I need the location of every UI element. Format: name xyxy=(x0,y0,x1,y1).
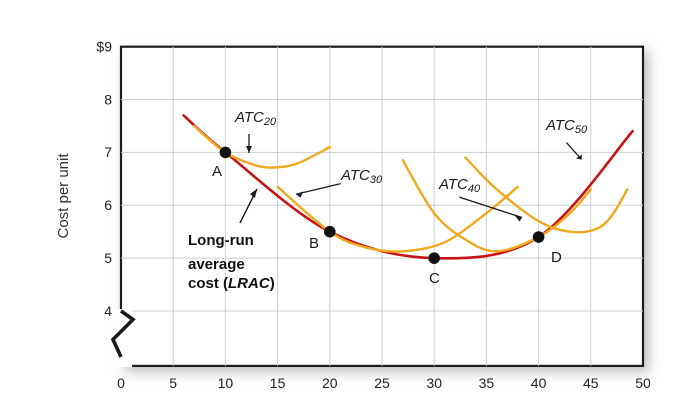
svg-text:B: B xyxy=(309,235,319,252)
svg-text:cost (LRAC): cost (LRAC) xyxy=(188,275,275,292)
svg-text:Long-run: Long-run xyxy=(188,232,254,249)
svg-text:$9: $9 xyxy=(96,39,112,55)
svg-text:8: 8 xyxy=(104,91,112,107)
svg-text:45: 45 xyxy=(583,375,599,391)
svg-text:D: D xyxy=(551,249,562,266)
svg-text:7: 7 xyxy=(104,144,112,160)
svg-text:30: 30 xyxy=(426,375,442,391)
svg-text:6: 6 xyxy=(104,197,112,213)
svg-text:5: 5 xyxy=(169,375,177,391)
svg-text:Cost per unit: Cost per unit xyxy=(55,153,72,239)
svg-text:C: C xyxy=(429,270,440,287)
svg-text:A: A xyxy=(212,163,222,180)
svg-text:5: 5 xyxy=(104,250,112,266)
svg-text:25: 25 xyxy=(374,375,390,391)
svg-text:0: 0 xyxy=(117,375,125,391)
svg-text:35: 35 xyxy=(479,375,495,391)
svg-text:average: average xyxy=(188,256,245,273)
svg-text:10: 10 xyxy=(218,375,234,391)
svg-text:50: 50 xyxy=(635,375,651,391)
svg-text:20: 20 xyxy=(322,375,338,391)
svg-text:15: 15 xyxy=(270,375,286,391)
svg-text:4: 4 xyxy=(104,303,112,319)
svg-text:40: 40 xyxy=(531,375,547,391)
